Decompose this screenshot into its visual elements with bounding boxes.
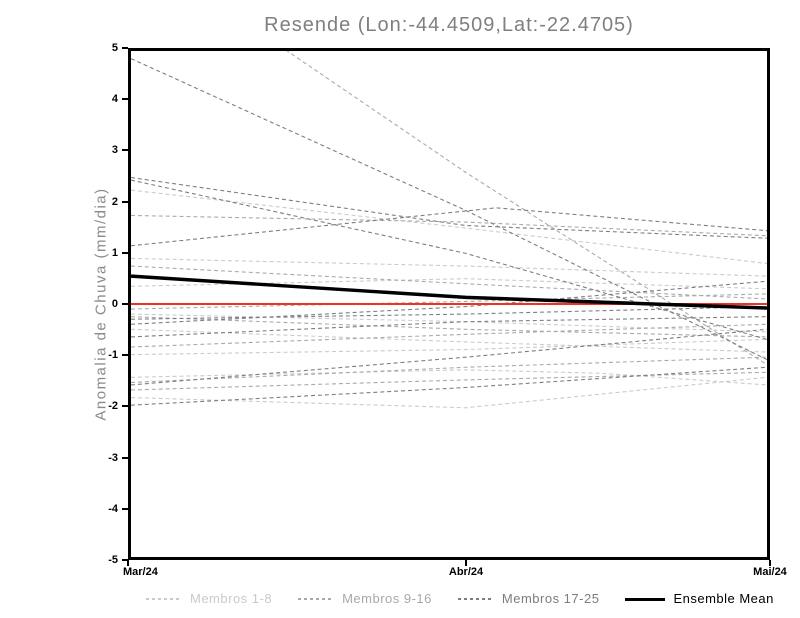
y-tick-label: -2 <box>108 400 118 413</box>
ensemble-member-line-7 <box>131 369 767 386</box>
y-tick-label: 3 <box>111 144 118 157</box>
legend: Membros 1-8 Membros 9-16 Membros 17-25 Ense… <box>146 590 774 608</box>
y-tick-label: 4 <box>111 93 118 106</box>
ensemble-member-line-14 <box>131 323 767 348</box>
ensemble-member-line-23 <box>131 316 767 338</box>
x-tick <box>465 560 467 566</box>
legend-item-3: Membros 17-25 <box>457 591 600 606</box>
ensemble-member-line-24 <box>131 328 767 386</box>
y-tick <box>122 47 128 49</box>
ensemble-member-line-15 <box>131 356 767 384</box>
y-tick <box>122 251 128 254</box>
ensemble-member-line-13 <box>131 316 767 338</box>
y-tick-label: -4 <box>108 502 118 515</box>
y-tick-label: 2 <box>111 195 118 208</box>
y-tick-label: 0 <box>111 298 118 310</box>
y-tick <box>122 559 128 561</box>
y-tick <box>122 456 128 459</box>
ensemble-member-line-5 <box>131 328 767 353</box>
y-tick <box>122 303 128 305</box>
ensemble-member-line-1 <box>131 189 767 265</box>
y-tick <box>122 507 128 510</box>
legend-label: Membros 17-25 <box>501 591 600 606</box>
legend-item-4: Ensemble Mean <box>625 592 773 606</box>
legend-label: Ensemble Mean <box>673 591 774 606</box>
ensemble-member-line-20 <box>131 207 767 247</box>
y-tick-label: 5 <box>111 42 118 54</box>
ensemble-member-line-4 <box>131 313 767 333</box>
ensemble-member-line-2 <box>131 257 767 277</box>
ensemble-member-line-8 <box>131 376 767 409</box>
legend-solid-line-swatch <box>625 597 666 601</box>
spaghetti-plot-canvas <box>131 51 767 409</box>
x-tick <box>127 560 129 566</box>
ensemble-member-line-21 <box>131 306 767 320</box>
y-tick <box>122 405 128 408</box>
ensemble-mean-line <box>131 274 767 310</box>
y-tick <box>122 200 128 203</box>
x-tick-label: Mai/24 <box>753 566 787 578</box>
ensemble-member-line-22 <box>131 280 767 325</box>
ensemble-member-line-10 <box>131 214 767 237</box>
x-tick <box>769 560 771 566</box>
x-tick-label: Abr/24 <box>448 566 484 578</box>
y-tick-label: -1 <box>108 349 118 362</box>
legend-dashed-line-swatch <box>457 598 494 600</box>
y-tick-label: -5 <box>108 554 118 566</box>
ensemble-member-line-12 <box>131 293 767 310</box>
y-tick <box>122 149 128 152</box>
ensemble-member-line-19 <box>131 176 767 239</box>
chart-title: Resende (Lon:-44.4509,Lat:-22.4705) <box>264 14 634 36</box>
legend-label: Membros 9-16 <box>342 591 432 606</box>
legend-item-1: Membros 1-8 <box>146 592 272 606</box>
legend-label: Membros 1-8 <box>190 591 273 606</box>
ensemble-member-line-11 <box>131 265 767 300</box>
plot-area <box>128 48 770 560</box>
ensemble-member-line-9 <box>286 51 767 366</box>
ensemble-member-line-18 <box>131 179 767 340</box>
legend-dashed-line-swatch <box>298 598 335 600</box>
y-tick-label: 1 <box>111 246 118 259</box>
legend-dashed-line-swatch <box>146 598 182 600</box>
ensemble-member-line-25 <box>131 366 767 406</box>
ensemble-member-line-16 <box>131 371 767 391</box>
ensemble-member-line-17 <box>131 58 767 361</box>
ensemble-member-line-6 <box>131 338 767 356</box>
y-tick <box>122 98 128 101</box>
x-tick-label: Mar/24 <box>123 566 158 578</box>
y-tick-label: -3 <box>108 451 118 464</box>
y-tick <box>122 354 128 357</box>
legend-item-2: Membros 9-16 <box>298 592 432 606</box>
